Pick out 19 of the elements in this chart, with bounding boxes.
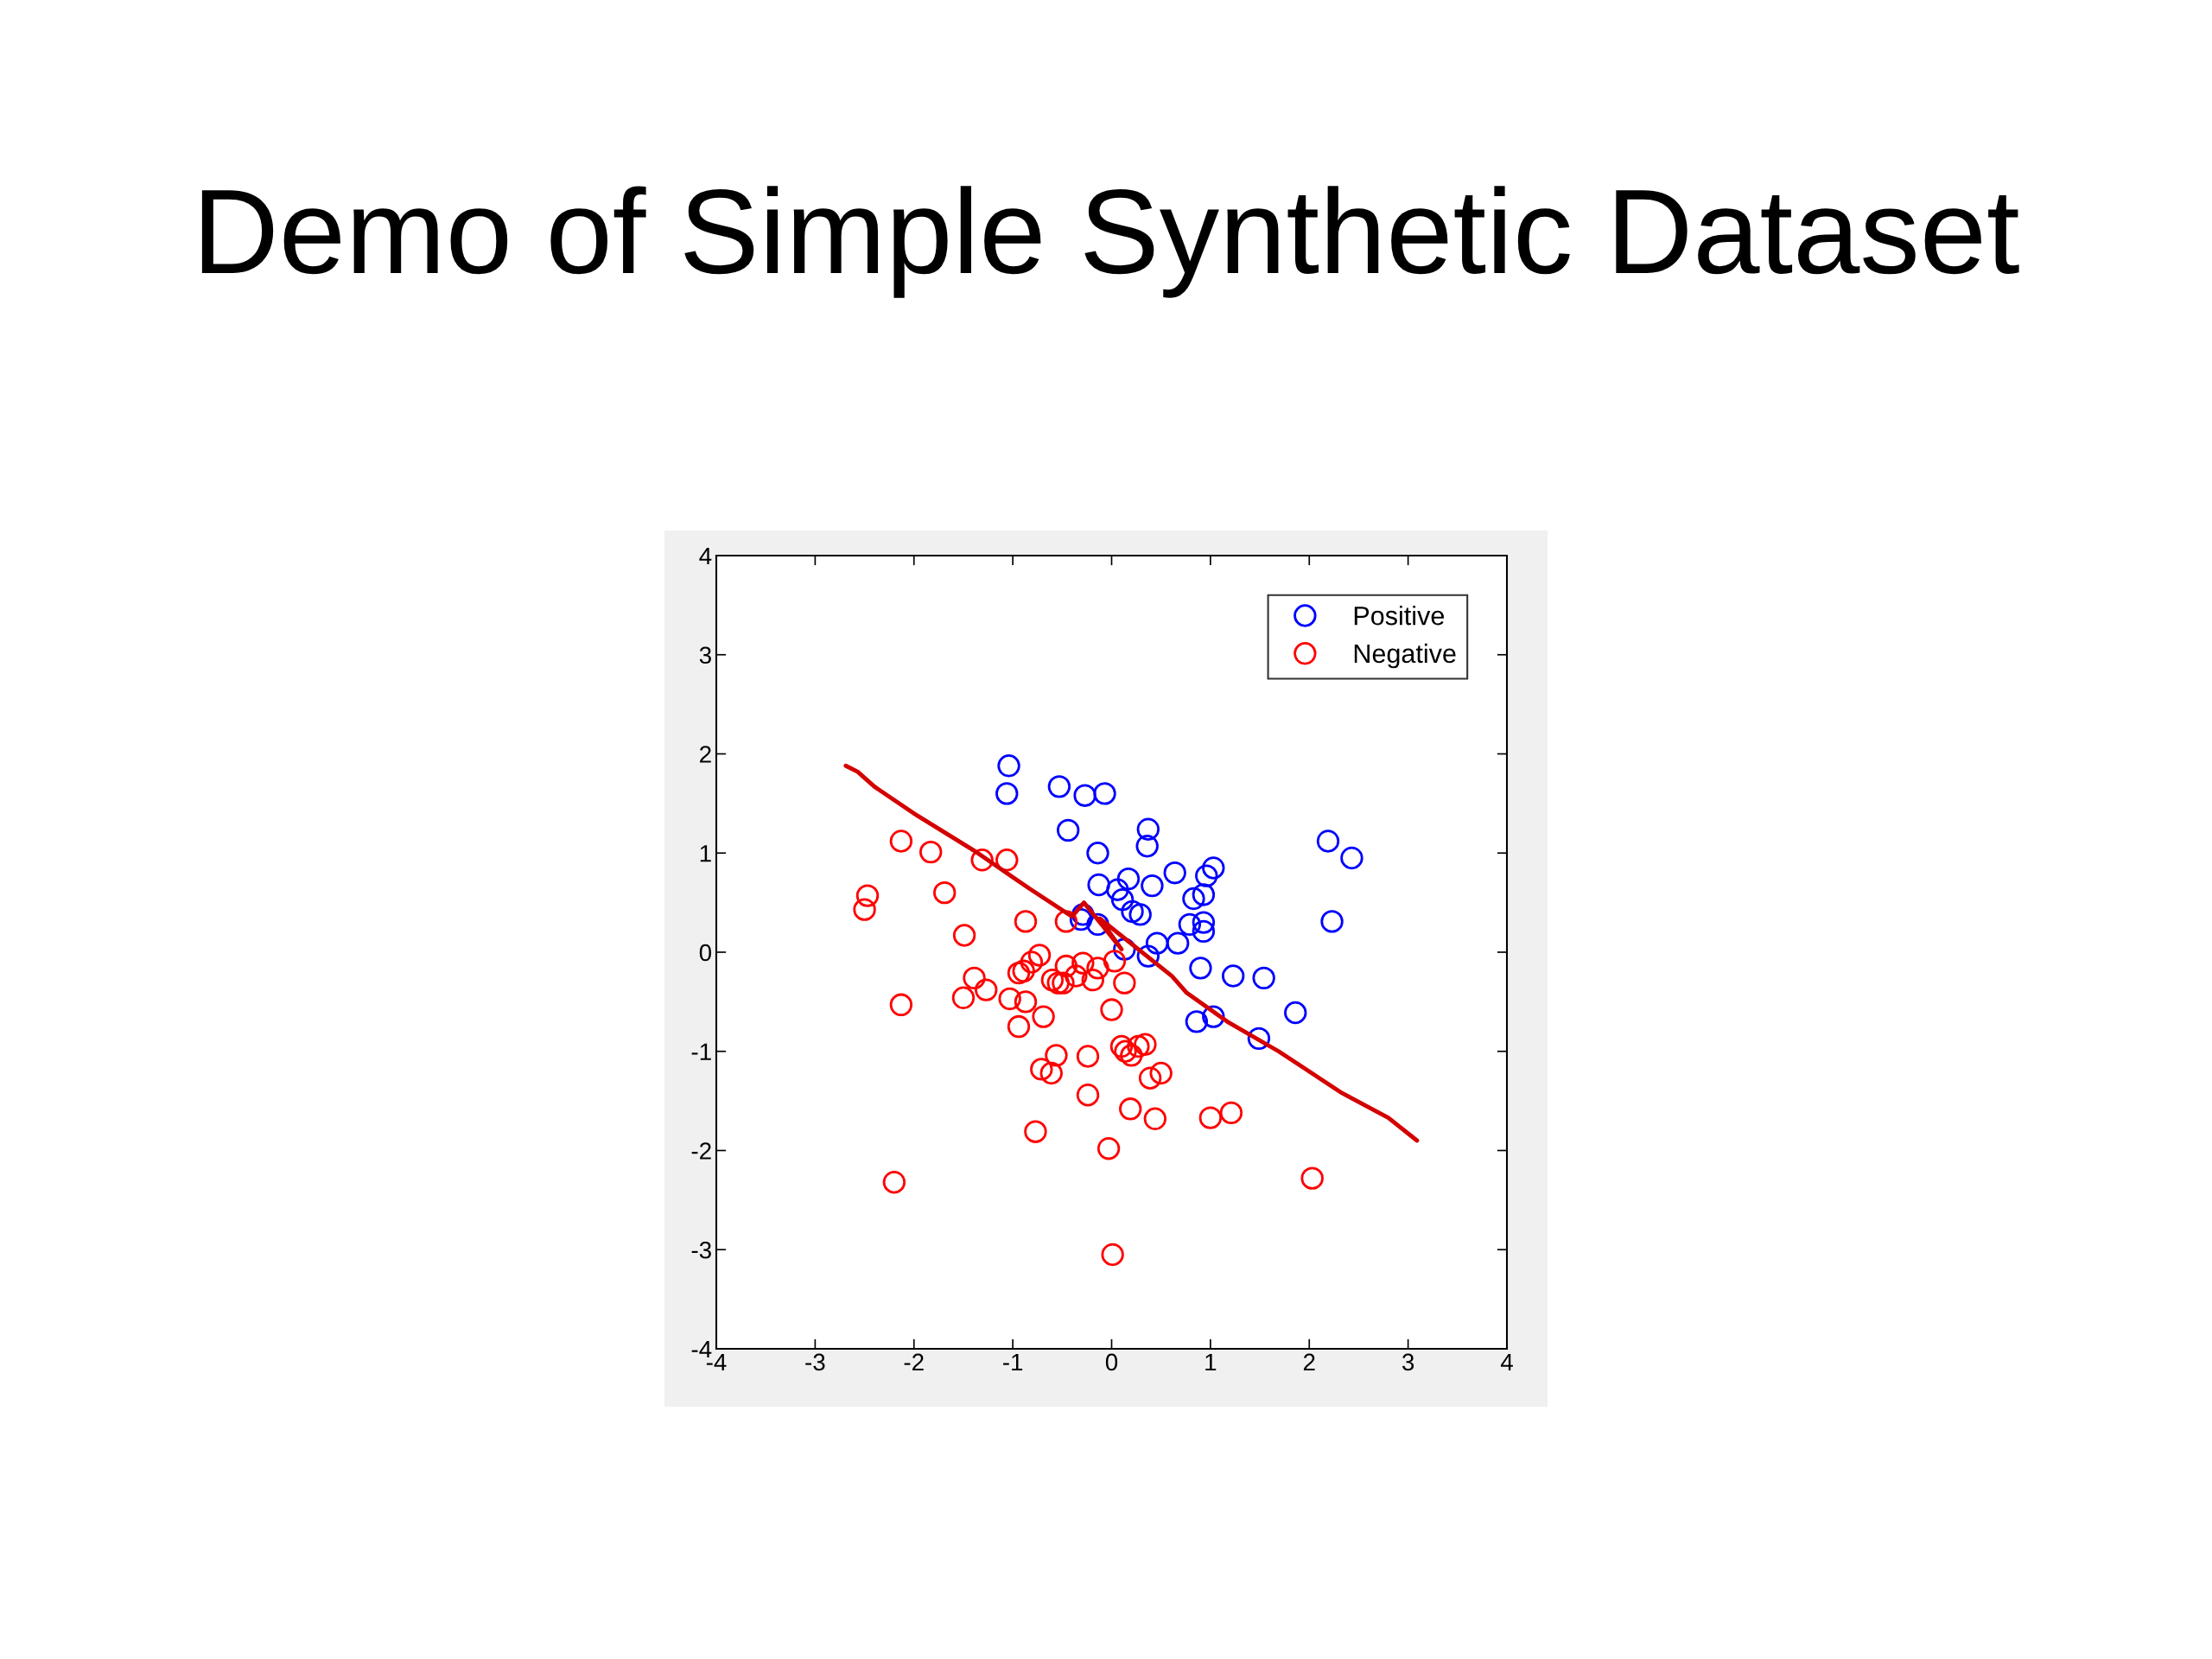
x-tick-label: 2 — [1303, 1353, 1315, 1370]
y-tick-label: -2 — [691, 1142, 711, 1160]
x-tick-label: -2 — [904, 1353, 924, 1370]
chart-title: Demo of Simple Synthetic Dataset — [201, 186, 2019, 298]
x-tick-label: 4 — [1500, 1353, 1513, 1370]
y-tick-label: -1 — [691, 1043, 711, 1060]
y-tick-label: 2 — [700, 746, 711, 763]
x-tick-label: 1 — [1205, 1353, 1217, 1370]
y-tick-label: 3 — [699, 646, 711, 664]
x-tick-label: -1 — [1003, 1353, 1023, 1370]
legend-label: Negative — [1354, 643, 1456, 669]
y-tick-label: -3 — [691, 1241, 711, 1259]
x-tick-label: 0 — [1105, 1353, 1118, 1371]
y-tick-label: 1 — [700, 845, 711, 862]
x-tick-label: 3 — [1402, 1353, 1414, 1371]
y-tick-label: 4 — [699, 547, 712, 565]
y-tick-label: 0 — [699, 944, 712, 962]
x-tick-label: -3 — [805, 1353, 825, 1371]
legend-label: Positive — [1354, 606, 1444, 626]
